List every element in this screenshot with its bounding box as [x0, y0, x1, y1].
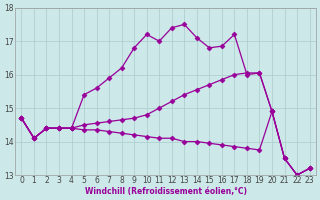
X-axis label: Windchill (Refroidissement éolien,°C): Windchill (Refroidissement éolien,°C) — [84, 187, 246, 196]
